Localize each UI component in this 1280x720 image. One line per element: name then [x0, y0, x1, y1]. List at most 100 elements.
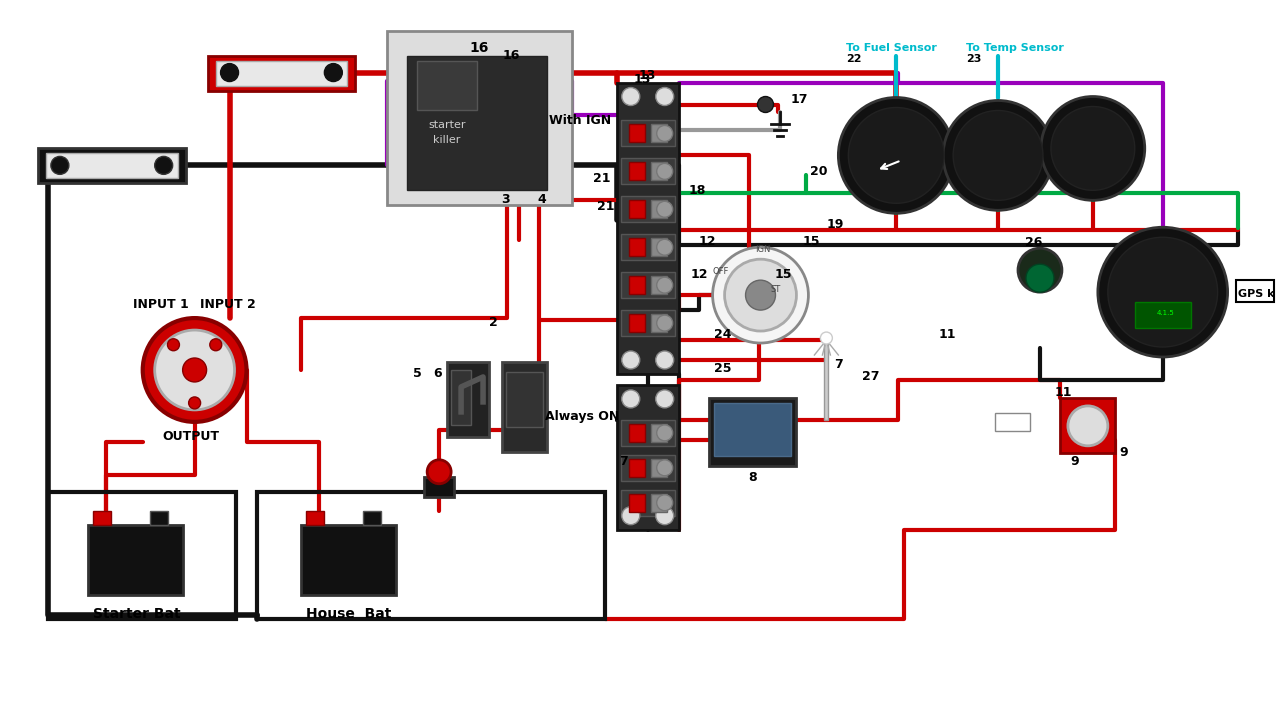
Circle shape [188, 397, 201, 409]
Circle shape [713, 247, 809, 343]
FancyBboxPatch shape [621, 455, 675, 481]
Text: 7: 7 [618, 455, 627, 468]
FancyBboxPatch shape [650, 314, 667, 332]
Text: 15: 15 [803, 235, 820, 248]
Circle shape [183, 358, 206, 382]
Text: 18: 18 [689, 184, 707, 197]
Text: 4.1.5: 4.1.5 [1157, 310, 1175, 316]
FancyBboxPatch shape [650, 276, 667, 294]
Text: 5: 5 [413, 367, 422, 380]
Text: 11: 11 [1055, 386, 1073, 399]
Circle shape [1068, 406, 1107, 446]
FancyBboxPatch shape [407, 55, 547, 190]
Text: INPUT 1: INPUT 1 [133, 298, 188, 311]
Text: ST: ST [771, 285, 781, 294]
FancyBboxPatch shape [714, 403, 791, 456]
Text: 13: 13 [639, 68, 657, 81]
Text: 12: 12 [699, 235, 716, 248]
Circle shape [745, 280, 776, 310]
Text: 16: 16 [470, 40, 489, 55]
Circle shape [1107, 238, 1217, 347]
FancyBboxPatch shape [621, 234, 675, 260]
Text: OFF: OFF [713, 267, 730, 276]
FancyBboxPatch shape [628, 163, 645, 180]
FancyBboxPatch shape [46, 153, 178, 179]
Text: 8: 8 [749, 471, 756, 484]
Circle shape [622, 507, 640, 525]
FancyBboxPatch shape [1135, 302, 1190, 328]
FancyBboxPatch shape [628, 200, 645, 218]
FancyBboxPatch shape [628, 125, 645, 143]
FancyBboxPatch shape [650, 200, 667, 218]
Circle shape [655, 351, 673, 369]
FancyBboxPatch shape [650, 459, 667, 477]
Circle shape [155, 330, 234, 410]
FancyBboxPatch shape [650, 238, 667, 256]
Circle shape [220, 63, 238, 81]
FancyBboxPatch shape [650, 125, 667, 143]
Circle shape [622, 390, 640, 408]
Text: 23: 23 [966, 53, 982, 63]
Circle shape [657, 163, 673, 179]
Text: 7: 7 [835, 358, 844, 371]
Circle shape [51, 156, 69, 174]
Circle shape [655, 390, 673, 408]
Text: 21: 21 [593, 172, 611, 185]
FancyBboxPatch shape [650, 163, 667, 180]
Text: 24: 24 [714, 328, 731, 341]
FancyBboxPatch shape [301, 525, 397, 595]
Text: 19: 19 [827, 218, 844, 231]
Text: 26: 26 [1025, 236, 1042, 249]
FancyBboxPatch shape [621, 310, 675, 336]
Circle shape [168, 339, 179, 351]
FancyBboxPatch shape [502, 362, 547, 452]
FancyBboxPatch shape [628, 238, 645, 256]
FancyBboxPatch shape [628, 424, 645, 442]
FancyBboxPatch shape [628, 494, 645, 512]
Circle shape [155, 156, 173, 174]
Circle shape [758, 96, 773, 112]
Text: Always ON: Always ON [545, 410, 620, 423]
Text: 16: 16 [502, 49, 520, 62]
Circle shape [724, 259, 796, 331]
Circle shape [849, 107, 945, 203]
Circle shape [210, 339, 221, 351]
FancyBboxPatch shape [617, 385, 678, 530]
Text: 4: 4 [538, 194, 547, 207]
Text: 2: 2 [489, 316, 498, 329]
Text: 22: 22 [846, 53, 861, 63]
Text: 3: 3 [500, 194, 509, 207]
FancyBboxPatch shape [388, 31, 572, 205]
Circle shape [428, 460, 451, 484]
Circle shape [1051, 107, 1135, 190]
FancyBboxPatch shape [424, 477, 454, 497]
Circle shape [143, 318, 247, 422]
FancyBboxPatch shape [628, 459, 645, 477]
Circle shape [657, 495, 673, 510]
FancyBboxPatch shape [621, 420, 675, 446]
FancyBboxPatch shape [417, 60, 477, 110]
FancyBboxPatch shape [621, 197, 675, 222]
Circle shape [622, 351, 640, 369]
Circle shape [657, 125, 673, 141]
Circle shape [838, 97, 954, 213]
Text: 20: 20 [810, 166, 828, 179]
Text: With IGN: With IGN [549, 114, 611, 127]
Text: 12: 12 [691, 268, 708, 282]
FancyBboxPatch shape [88, 525, 183, 595]
FancyBboxPatch shape [1235, 280, 1274, 302]
Circle shape [1098, 228, 1228, 357]
Circle shape [943, 101, 1053, 210]
FancyBboxPatch shape [215, 60, 347, 86]
Circle shape [820, 332, 832, 344]
Text: killer: killer [434, 135, 461, 145]
Text: 25: 25 [714, 362, 731, 375]
Text: 27: 27 [863, 370, 879, 383]
Circle shape [657, 460, 673, 476]
Text: 9: 9 [1070, 455, 1079, 468]
Circle shape [622, 88, 640, 106]
Text: 6: 6 [433, 367, 442, 380]
FancyBboxPatch shape [824, 340, 828, 420]
FancyBboxPatch shape [38, 148, 186, 184]
FancyBboxPatch shape [93, 510, 111, 525]
